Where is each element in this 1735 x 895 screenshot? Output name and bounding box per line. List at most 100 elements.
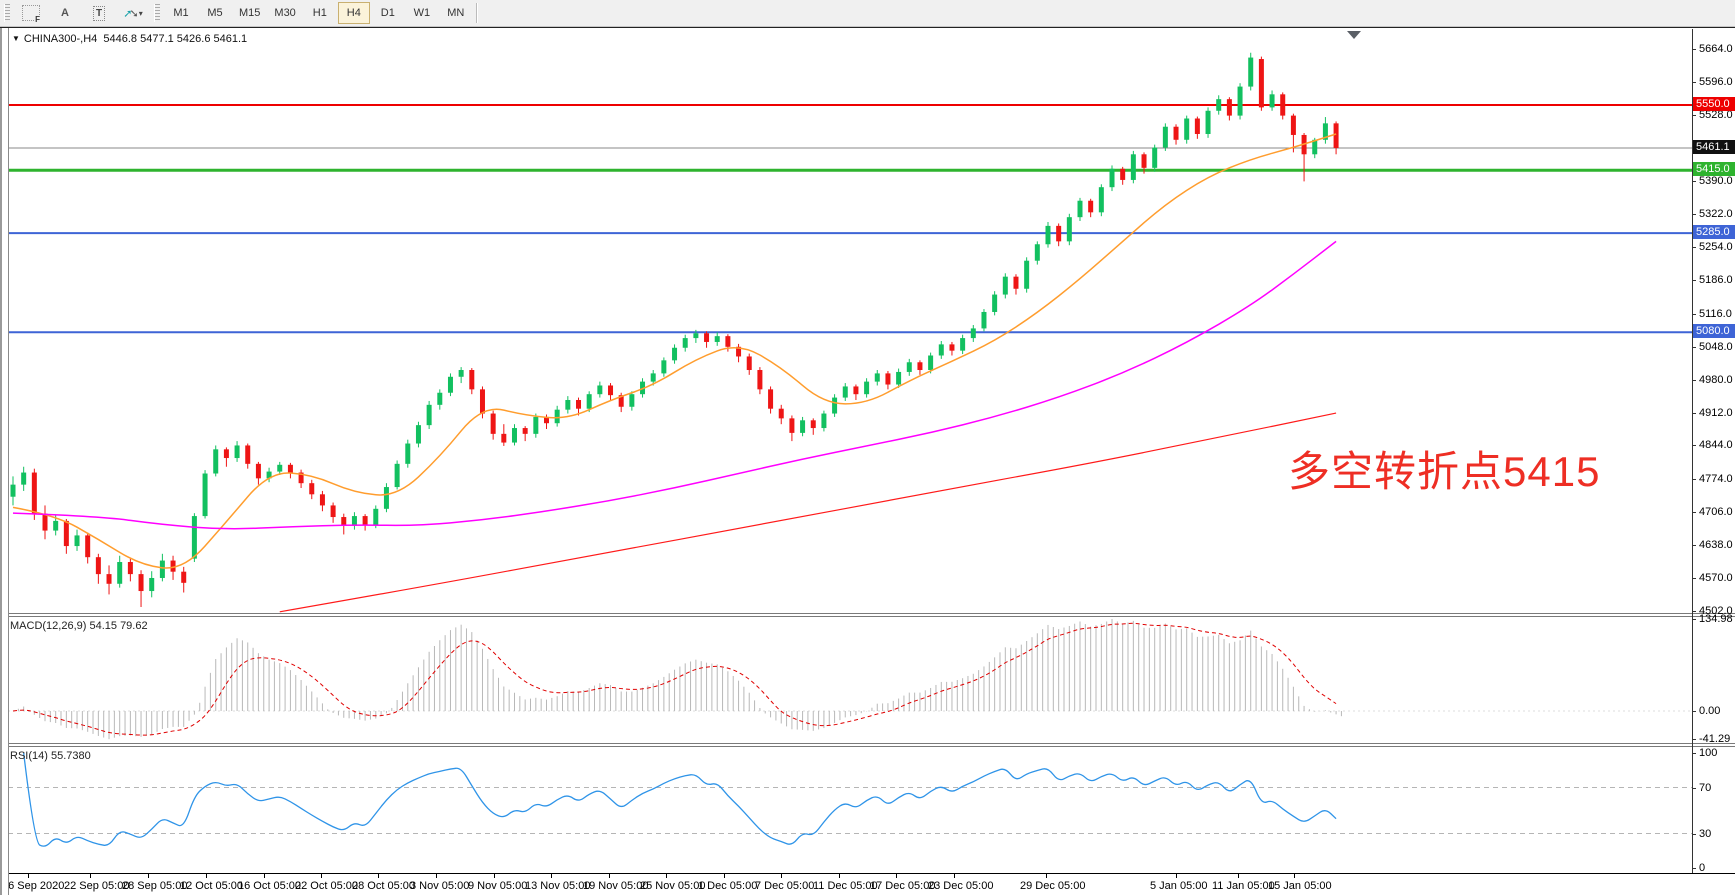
candle-body (650, 373, 656, 382)
panel-separator-macd[interactable] (0, 613, 1735, 617)
candle-body (501, 433, 507, 443)
toolbar-grip-2[interactable] (154, 4, 160, 22)
price-tick-label: 5186.0 (1699, 274, 1733, 287)
annotation-text[interactable]: 多空转折点5415 (1288, 448, 1601, 495)
time-tick-mark (551, 874, 552, 878)
price-badge-5461.1: 5461.1 (1693, 139, 1735, 154)
candle-body (917, 362, 923, 371)
price-tick-label: 4706.0 (1699, 506, 1733, 519)
time-axis-label: 16 Oct 05:00 (238, 880, 301, 892)
time-tick-mark (954, 874, 955, 878)
tf-button-h4[interactable]: H4 (337, 2, 370, 24)
time-axis-label: 17 Dec 05:00 (870, 880, 936, 892)
tf-button-m1[interactable]: M1 (173, 7, 189, 19)
candle-body (981, 311, 987, 329)
candle-body (1056, 225, 1062, 242)
price-tick-label: 4502.0 (1699, 604, 1733, 617)
tf-button-mn[interactable]: MN (447, 7, 465, 19)
candle-body (309, 483, 315, 495)
time-tick-mark (378, 874, 379, 878)
time-tick-mark (1176, 874, 1177, 878)
candle-body (405, 443, 411, 464)
candle-body (906, 362, 912, 372)
candle-body (1194, 118, 1200, 134)
time-tick-mark (28, 874, 29, 878)
text-box-button[interactable]: T (83, 2, 115, 24)
time-tick-mark (264, 874, 265, 878)
candle-body (693, 333, 699, 339)
price-tick-mark (1692, 445, 1696, 447)
candle-body (95, 557, 101, 575)
chart-shift-marker-icon[interactable] (1347, 31, 1361, 39)
price-tick-mark (1692, 412, 1696, 414)
candle-body (223, 449, 229, 459)
tf-button-m5[interactable]: M5 (207, 7, 223, 19)
candle-body (554, 409, 560, 424)
candle-body (768, 389, 774, 409)
candle-body (362, 516, 368, 525)
candle-body (511, 428, 517, 443)
tf-button-h1[interactable]: H1 (312, 7, 327, 19)
candle-body (1290, 115, 1296, 135)
chevron-down-icon[interactable]: ▾ (138, 8, 143, 18)
time-axis-label: 9 Nov 05:00 (468, 880, 528, 892)
candle-body (63, 520, 69, 547)
candle-body (245, 445, 251, 464)
price-tick-mark (1692, 545, 1696, 547)
candle-body (490, 413, 496, 434)
toolbar-grip[interactable] (4, 4, 10, 22)
tf-button-w1[interactable]: W1 (413, 7, 431, 19)
time-axis-label: 22 Oct 05:00 (295, 880, 358, 892)
letter-t-icon: T (92, 5, 106, 21)
macd-panel-canvas[interactable] (0, 617, 1692, 743)
price-badge-5285.0: 5285.0 (1693, 225, 1735, 240)
candle-body (234, 445, 240, 459)
candle-body (373, 508, 379, 525)
tf-button-d1[interactable]: D1 (380, 7, 395, 19)
candle-body (1088, 200, 1094, 213)
chart-properties-button[interactable]: F (15, 2, 47, 24)
candle-body (138, 574, 144, 592)
candle-body (992, 294, 998, 312)
candle-body (330, 505, 336, 518)
candle-body (31, 472, 37, 514)
main-chart-canvas[interactable] (0, 29, 1692, 613)
candle-body (213, 449, 219, 474)
chart-title[interactable]: ▼ CHINA300-,H4 5446.8 5477.1 5426.6 5461.… (12, 33, 247, 45)
candle-body (42, 513, 48, 531)
time-axis-label: 1 Dec 05:00 (698, 880, 758, 892)
candle-body (1269, 94, 1275, 108)
candle-body (1013, 276, 1019, 289)
candle-body (1045, 225, 1051, 245)
candle-body (1109, 168, 1115, 188)
collapse-triangle-icon[interactable]: ▼ (12, 34, 20, 43)
text-label-button[interactable]: A (49, 2, 81, 24)
candle-body (479, 389, 485, 414)
price-tick-mark (1692, 114, 1696, 116)
price-tick-mark (1692, 313, 1696, 315)
rsi-tick-mark (1692, 753, 1696, 754)
time-axis-label: 11 Jan 05:00 (1212, 880, 1275, 892)
candle-body (415, 425, 421, 444)
candle-body (896, 371, 902, 385)
candle-body (298, 472, 304, 484)
candle-body (533, 416, 539, 434)
letter-a-icon: A (61, 7, 69, 19)
macd-values: 54.15 79.62 (89, 620, 148, 632)
time-axis[interactable]: 16 Sep 2020 22 Sep 05:00 28 Sep 05:00 12 Oc… (0, 873, 1735, 895)
time-tick-mark (436, 874, 437, 878)
candle-body (1312, 139, 1318, 155)
candle-body (522, 428, 528, 434)
candle-body (1024, 260, 1030, 289)
macd-tick-mark (1692, 619, 1696, 620)
tf-button-m15[interactable]: M15 (239, 7, 261, 19)
tf-button-m30[interactable]: M30 (274, 7, 296, 19)
time-tick-mark (781, 874, 782, 878)
rsi-panel-canvas[interactable] (0, 747, 1692, 873)
candle-body (277, 464, 283, 472)
panel-separator-rsi[interactable] (0, 743, 1735, 747)
cursor-tools-button[interactable]: ➚➘ ▾ (117, 2, 149, 24)
time-tick-mark (896, 874, 897, 878)
candle-body (800, 420, 806, 433)
macd-label: MACD(12,26,9) 54.15 79.62 (10, 620, 148, 632)
